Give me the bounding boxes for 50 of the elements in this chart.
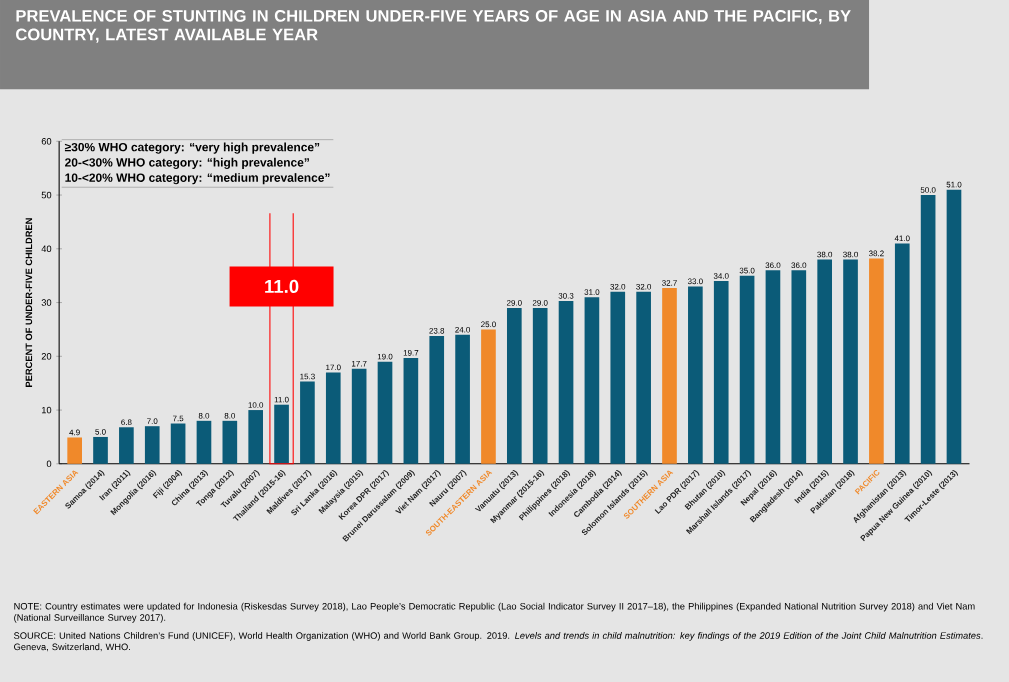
bar xyxy=(843,259,858,464)
bar xyxy=(636,291,651,464)
y-tick-label: 20 xyxy=(41,352,52,360)
annotation: 10-<20% WHO category: “medium prevalence” xyxy=(65,172,330,185)
y-tick-label: 0 xyxy=(46,460,52,467)
bar xyxy=(894,243,910,464)
text: SOURCE: United Nations Children’s Fund (UNICEF), World Health Organization (WHO) and World Bank Group. 2019. Levels and trends in child malnutrition: key findings of the 2019 Edition of the Joint Child Malnutrition Estimates. Geneva, Switzerland, WHO. xyxy=(14,631,983,652)
annotation: 11.0 xyxy=(265,279,299,293)
bar xyxy=(817,259,832,464)
bar xyxy=(403,357,419,464)
bar xyxy=(300,381,315,464)
annotation: 20-<30% WHO category: “high prevalence” xyxy=(65,157,309,169)
bar xyxy=(946,189,962,464)
bar xyxy=(584,296,600,464)
bar xyxy=(506,307,522,464)
bar xyxy=(377,361,393,464)
bar xyxy=(739,275,755,464)
bar xyxy=(532,307,548,464)
bar xyxy=(67,437,82,464)
text: NOTE: Country estimates were updated for Indonesia (Riskesdas Survey 2018), Lao People’s Democratic Republic (Lao Social Indicator Survey II 2017–18), the Philippines (Expanded National Nutrition Survey 2018) and Viet Nam (National Surveillance Survey 2017). xyxy=(14,602,975,623)
bar xyxy=(455,334,470,464)
bar xyxy=(791,270,807,464)
annotation: ≥30% WHO category: “very high prevalence” xyxy=(64,142,320,154)
y-tick-label: 60 xyxy=(41,137,52,145)
bar xyxy=(119,427,134,464)
y-tick-label: 30 xyxy=(41,299,52,306)
bar xyxy=(713,280,729,464)
bar xyxy=(688,286,703,464)
bar xyxy=(662,287,677,464)
bar xyxy=(248,409,264,464)
bar xyxy=(920,194,936,464)
bar xyxy=(765,270,781,464)
bar xyxy=(93,436,108,464)
bar xyxy=(325,372,341,464)
bar xyxy=(170,423,186,464)
bar xyxy=(196,420,212,464)
bar xyxy=(558,300,574,464)
bar xyxy=(222,420,238,464)
bar xyxy=(351,368,367,464)
bar xyxy=(274,404,289,464)
bar xyxy=(481,329,496,464)
bar xyxy=(610,291,626,464)
chart-title: PREVALENCE OF STUNTING IN CHILDREN UNDER-FIVE YEARS OF AGE IN ASIA AND THE PACIFIC, BY COUNTRY, LATEST AVAILABLE YEAR xyxy=(16,9,851,43)
y-axis-title: PERCENT OF UNDER-FIVE CHILDREN xyxy=(25,218,33,387)
y-tick-label: 40 xyxy=(41,245,52,252)
bar xyxy=(144,426,160,464)
y-tick-label: 50 xyxy=(41,191,52,199)
y-tick-label: 10 xyxy=(41,406,52,414)
bar xyxy=(429,335,445,464)
bar xyxy=(869,258,884,464)
